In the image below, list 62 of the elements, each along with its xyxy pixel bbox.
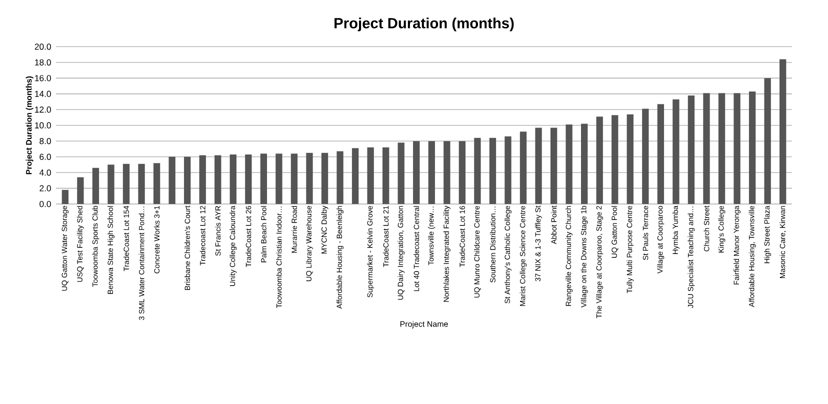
bar <box>520 132 527 204</box>
bar <box>657 104 664 204</box>
bar <box>672 99 680 204</box>
y-tick-label: 6.0 <box>40 154 51 160</box>
bar <box>352 148 359 204</box>
bar <box>626 114 634 204</box>
bar <box>581 124 588 204</box>
bar <box>398 142 404 204</box>
y-tick-label: 2.0 <box>40 185 51 192</box>
y-tick-label: 16.0 <box>35 75 51 82</box>
bar <box>748 92 756 204</box>
bar <box>780 59 786 204</box>
bar <box>382 147 390 204</box>
bar <box>290 154 298 204</box>
y-tick-label: 10.0 <box>35 122 51 128</box>
bar <box>688 95 695 204</box>
y-tick-label: 12.0 <box>35 106 51 113</box>
bar <box>184 156 191 204</box>
y-tick-label: 18.0 <box>35 59 51 66</box>
bar <box>62 190 68 204</box>
bar <box>276 154 282 204</box>
bar <box>230 154 236 204</box>
bar <box>444 141 450 204</box>
bar <box>245 154 252 204</box>
bar <box>474 138 481 204</box>
bar <box>336 151 344 204</box>
bar <box>596 116 603 204</box>
bar <box>504 136 512 204</box>
y-tick-label: 8.0 <box>40 138 51 144</box>
bar <box>550 128 558 204</box>
y-tick-label: 20.0 <box>34 44 51 50</box>
bar <box>734 93 740 204</box>
bar <box>367 147 374 204</box>
bar <box>77 177 84 204</box>
bar <box>458 141 466 204</box>
bar <box>718 93 726 204</box>
bar <box>214 155 222 204</box>
bar <box>138 164 145 204</box>
bar <box>413 141 420 204</box>
bar <box>566 124 572 204</box>
bar <box>612 115 618 204</box>
y-axis-title: Project Duration (months) <box>26 76 34 174</box>
bar <box>306 152 313 204</box>
bar <box>764 78 771 204</box>
chart-title: Project Duration (months) <box>334 18 514 32</box>
bar <box>168 156 176 204</box>
bar <box>153 163 160 204</box>
bar <box>108 164 114 204</box>
y-tick-label: 0.0 <box>40 200 51 208</box>
y-tick-label: 4.0 <box>39 169 51 176</box>
bar <box>321 152 328 204</box>
bar <box>642 108 649 204</box>
bar <box>199 155 206 204</box>
bar <box>92 168 100 204</box>
bar <box>703 93 710 204</box>
y-tick-label: 14.0 <box>35 90 51 97</box>
bar <box>535 128 542 204</box>
bar <box>428 141 435 204</box>
bar <box>489 138 496 204</box>
bar <box>260 154 268 204</box>
x-axis-title: Project Name <box>400 320 448 328</box>
bar <box>122 164 130 204</box>
